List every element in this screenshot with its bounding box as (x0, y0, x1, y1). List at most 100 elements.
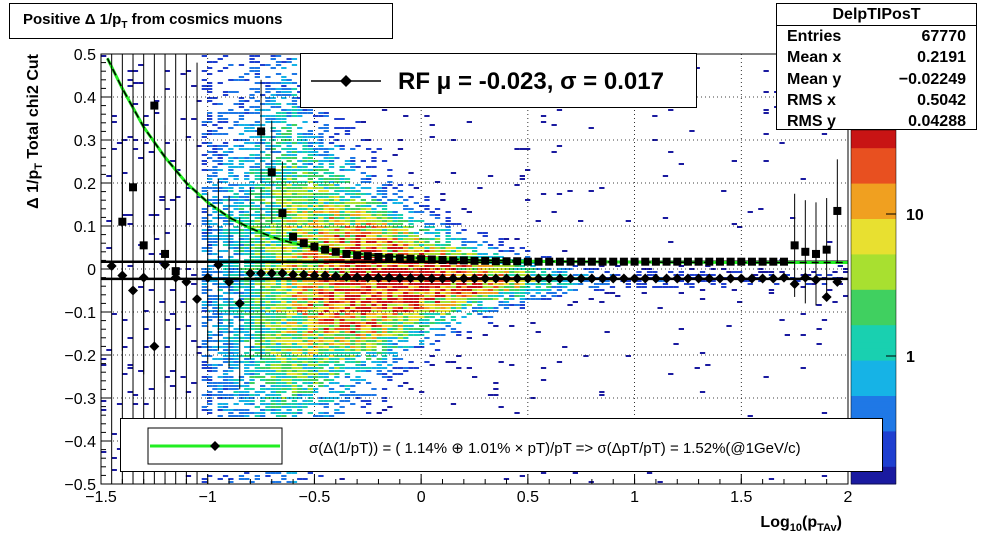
heatmap-cell (339, 181, 345, 183)
heatmap-cell (111, 115, 117, 117)
heatmap-cell (212, 61, 218, 63)
heatmap-cell (313, 169, 319, 171)
heatmap-cell (381, 211, 388, 213)
heatmap-cell (281, 235, 287, 237)
heatmap-cell (122, 214, 128, 216)
heatmap-cell (525, 283, 531, 285)
heatmap-cell (318, 316, 324, 318)
heatmap-cell (286, 301, 292, 303)
heatmap-cell (244, 259, 250, 261)
heatmap-cell (254, 247, 260, 249)
heatmap-cell (334, 229, 340, 231)
heatmap-cell (286, 175, 292, 177)
heatmap-cell (440, 271, 446, 273)
heatmap-cell (477, 187, 483, 189)
heatmap-cell (307, 202, 313, 204)
heatmap-cell (450, 271, 457, 273)
heatmap-cell (260, 196, 266, 198)
heatmap-cell (196, 352, 202, 354)
fit-legend-label: σ(Δ(1/pT)) = ( 1.14% ⊕ 1.01% × pT)/pT =>… (309, 440, 801, 457)
heatmap-cell (275, 337, 282, 339)
heatmap-cell (307, 382, 313, 384)
heatmap-cell (260, 235, 266, 237)
heatmap-cell (466, 271, 472, 273)
heatmap-cell (360, 394, 366, 396)
heatmap-cell (487, 271, 494, 273)
heatmap-cell (281, 169, 287, 171)
heatmap-cell (429, 286, 435, 288)
heatmap-cell (297, 403, 303, 405)
heatmap-cell (344, 178, 351, 180)
heatmap-cell (323, 403, 329, 405)
heatmap-cell (233, 178, 239, 180)
heatmap-cell (281, 172, 287, 174)
heatmap-cell (275, 232, 282, 234)
heatmap-cell (244, 250, 250, 252)
heatmap-cell (323, 193, 329, 195)
heatmap-cell (397, 319, 404, 321)
heatmap-cell (334, 337, 340, 339)
heatmap-cell (201, 280, 207, 282)
heatmap-cell (212, 151, 218, 153)
heatmap-cell (291, 391, 298, 393)
heatmap-cell (551, 292, 557, 294)
heatmap-cell (371, 244, 377, 246)
heatmap-cell (281, 346, 287, 348)
heatmap-cell (450, 304, 457, 306)
heatmap-cell (721, 268, 727, 270)
heatmap-cell (244, 247, 250, 249)
heatmap-cell (286, 178, 292, 180)
heatmap-cell (339, 406, 345, 408)
palette-step (851, 224, 896, 231)
heatmap-cell (281, 301, 287, 303)
heatmap-cell (366, 298, 372, 300)
heatmap-cell (472, 268, 478, 270)
heatmap-cell (350, 217, 356, 219)
heatmap-cell (286, 337, 292, 339)
heatmap-cell (466, 280, 472, 282)
heatmap-cell (244, 283, 250, 285)
heatmap-cell (355, 202, 361, 204)
heatmap-cell (270, 256, 276, 258)
heatmap-cell (360, 160, 366, 162)
heatmap-cell (238, 283, 245, 285)
heatmap-cell (328, 319, 335, 321)
heatmap-cell (281, 82, 287, 84)
heatmap-cell (456, 292, 462, 294)
heatmap-cell (281, 286, 287, 288)
heatmap-cell (376, 334, 382, 336)
heatmap-cell (519, 247, 525, 249)
heatmap-cell (318, 385, 324, 387)
heatmap-cell (260, 298, 266, 300)
heatmap-cell (313, 166, 319, 168)
heatmap-cell (286, 355, 292, 357)
heatmap-cell (275, 217, 282, 219)
heatmap-cell (154, 100, 160, 102)
mean-point (672, 273, 683, 284)
heatmap-cell (366, 220, 372, 222)
heatmap-cell (302, 250, 308, 252)
heatmap-cell (313, 148, 319, 150)
heatmap-cell (265, 337, 271, 339)
heatmap-cell (318, 238, 324, 240)
palette-step (851, 189, 896, 196)
heatmap-cell (164, 232, 170, 234)
heatmap-cell (376, 271, 382, 273)
heatmap-cell (344, 232, 351, 234)
heatmap-cell (307, 208, 313, 210)
heatmap-cell (154, 214, 160, 216)
heatmap-cell (323, 400, 329, 402)
heatmap-cell (350, 232, 356, 234)
heatmap-cell (307, 328, 313, 330)
heatmap-cell (466, 256, 472, 258)
heatmap-cell (307, 244, 313, 246)
heatmap-cell (392, 304, 398, 306)
heatmap-cell (408, 301, 414, 303)
heatmap-cell (381, 304, 388, 306)
heatmap-cell (339, 385, 345, 387)
heatmap-cell (249, 154, 255, 156)
heatmap-cell (408, 247, 414, 249)
heatmap-cell (366, 310, 372, 312)
heatmap-cell (260, 358, 266, 360)
heatmap-cell (450, 331, 457, 333)
